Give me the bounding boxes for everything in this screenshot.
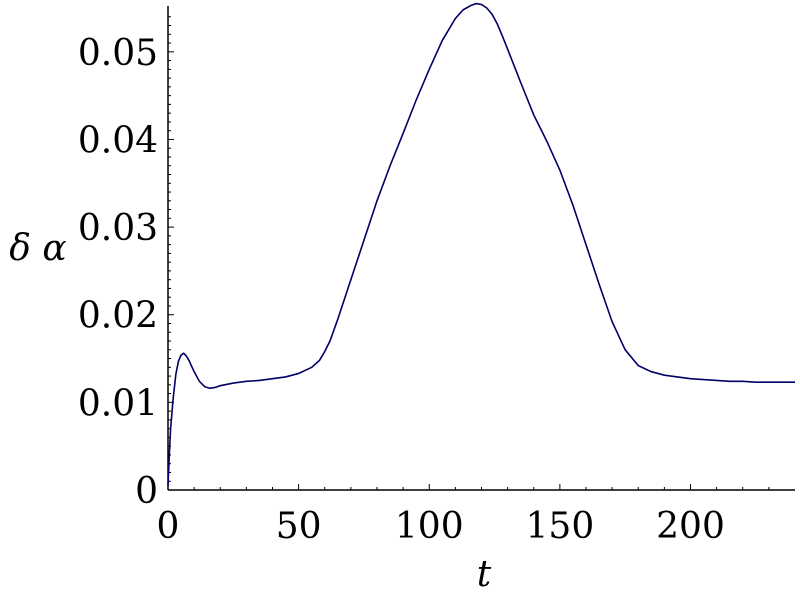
- tick-labels: 0 50 100 150 200 0 0.01 0.02 0.03 0.04 0.05: [78, 33, 725, 547]
- x-tick-label: 50: [276, 506, 322, 547]
- data-line: [167, 2, 795, 486]
- y-axis-label: δ α: [9, 228, 66, 269]
- y-tick-label: 0.01: [78, 383, 158, 424]
- y-tick-label: 0.04: [78, 120, 158, 161]
- y-tick-label: 0: [135, 471, 158, 512]
- x-tick-label: 200: [656, 506, 725, 547]
- axis-ticks: [167, 16, 770, 491]
- y-tick-label: 0.05: [78, 33, 158, 74]
- x-tick-label: 0: [157, 506, 180, 547]
- x-tick-label: 150: [526, 506, 595, 547]
- y-tick-label: 0.03: [78, 208, 158, 249]
- x-tick-label: 100: [395, 506, 464, 547]
- x-axis-label: t: [477, 554, 492, 595]
- y-tick-label: 0.02: [78, 296, 158, 337]
